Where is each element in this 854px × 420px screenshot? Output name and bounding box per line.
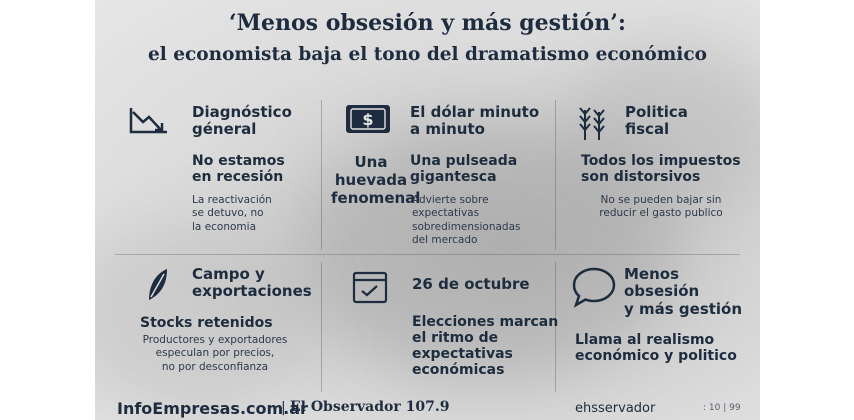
note-line: no por desconfianza [161,360,269,373]
note-line: se detuvo, no [192,207,264,220]
headline-line: en recesión [192,169,284,186]
panel-title-line: Politica [625,103,688,121]
panel-title-line: Menos [624,265,680,283]
panel-note: La reactivación se detuvo, no la economi… [192,194,272,234]
page-subtitle: el economista baja el tono del dramatism… [148,44,707,65]
background-shade [295,120,675,380]
dollar-bill-icon: $ [346,105,390,133]
panel-title: Diagnóstico géneral [192,103,292,139]
panel-headline: Una pulseada gigantesca [410,153,517,185]
headline-line: Elecciones marcan [412,314,559,330]
panel-title-line: obsesión [624,282,700,301]
panel-title-line: y más gestión [624,299,743,318]
panel-headline: Elecciones marcan el ritmo de expectativ… [412,314,558,378]
headline-line: Una pulseada [410,153,518,169]
trend-down-icon [129,108,167,134]
headline-line: expectativas [412,346,513,363]
column-divider [555,262,556,392]
note-line: Advierte sobre [412,194,489,206]
note-line: especulan por precios, [155,347,275,360]
row-divider [115,254,740,255]
footer-page-number: : 10 | 99 [703,403,741,413]
note-line: reducir el gasto publico [599,207,723,220]
headline-line: económicas [412,362,505,379]
panel-note: Productores y exportadores especulan por… [125,334,305,374]
column-divider [321,262,322,392]
quote-line: huevada [334,171,408,189]
footer-brand: InfoEmpresas.com.ar [117,399,308,418]
quote-line: Una [354,153,388,171]
panel-title: El dólar minuto a minuto [410,103,540,139]
panel-title: Menos obsesión y más gestión [624,265,743,318]
headline-line: Llama al realismo [575,332,715,348]
column-divider [321,100,322,250]
headline-line: Todos los impuestos [581,153,741,169]
note-line: No se pueden bajar sin [600,194,722,206]
footer-separator: | [281,400,286,416]
wheat-icon [579,107,605,140]
panel-headline: No estamos en recesión [192,153,285,185]
panel-quote: Una huevada fenomenal [331,153,421,207]
headline-line: económico y politico [575,348,737,365]
panel-title-line: Campo y [192,265,265,283]
calendar-check-icon [352,271,388,304]
panel-title-line: a minuto [410,120,485,139]
panel-title: 26 de octubre [412,275,530,293]
note-line: La reactivación [192,194,272,206]
speech-bubble-icon [572,267,616,308]
infographic-card: ‘Menos obsesión y más gestión’: el econo… [95,0,760,420]
panel-title: Campo y exportaciones [192,265,312,301]
panel-title-line: fiscal [625,120,670,139]
footer-source: ehsservador [575,401,656,416]
panel-title-line: El dólar minuto [410,103,540,121]
panel-note: Advierte sobre expectativas sobredimensi… [412,194,521,248]
note-line: del mercado [412,234,478,247]
panel-headline: Llama al realismo económico y politico [575,332,737,364]
note-line: sobredimensionadas [412,220,521,233]
headline-line: el ritmo de [412,330,499,347]
panel-headline: Todos los impuestos son distorsivos [581,153,741,185]
panel-title-line: exportaciones [192,282,312,301]
panel-title-line: géneral [192,120,257,139]
column-divider [555,100,556,250]
panel-title-line: Diagnóstico [192,103,292,121]
footer-radio: El Observador 107.9 [290,399,450,415]
leaf-icon [149,269,167,300]
panel-note: No se pueden bajar sin reducir el gasto … [581,194,741,221]
headline-line: No estamos [192,153,285,169]
headline-line: son distorsivos [581,169,701,186]
panel-headline: Stocks retenidos [140,315,273,331]
note-line: expectativas [412,207,480,220]
note-line: Productores y exportadores [142,334,288,346]
page-title: ‘Menos obsesión y más gestión’: [229,10,626,36]
note-line: la economia [192,220,257,233]
svg-text:$: $ [362,110,373,129]
headline-line: gigantesca [410,169,497,186]
background-shade [95,220,315,420]
panel-title: Politica fiscal [625,103,688,139]
quote-line: fenomenal [331,189,421,207]
